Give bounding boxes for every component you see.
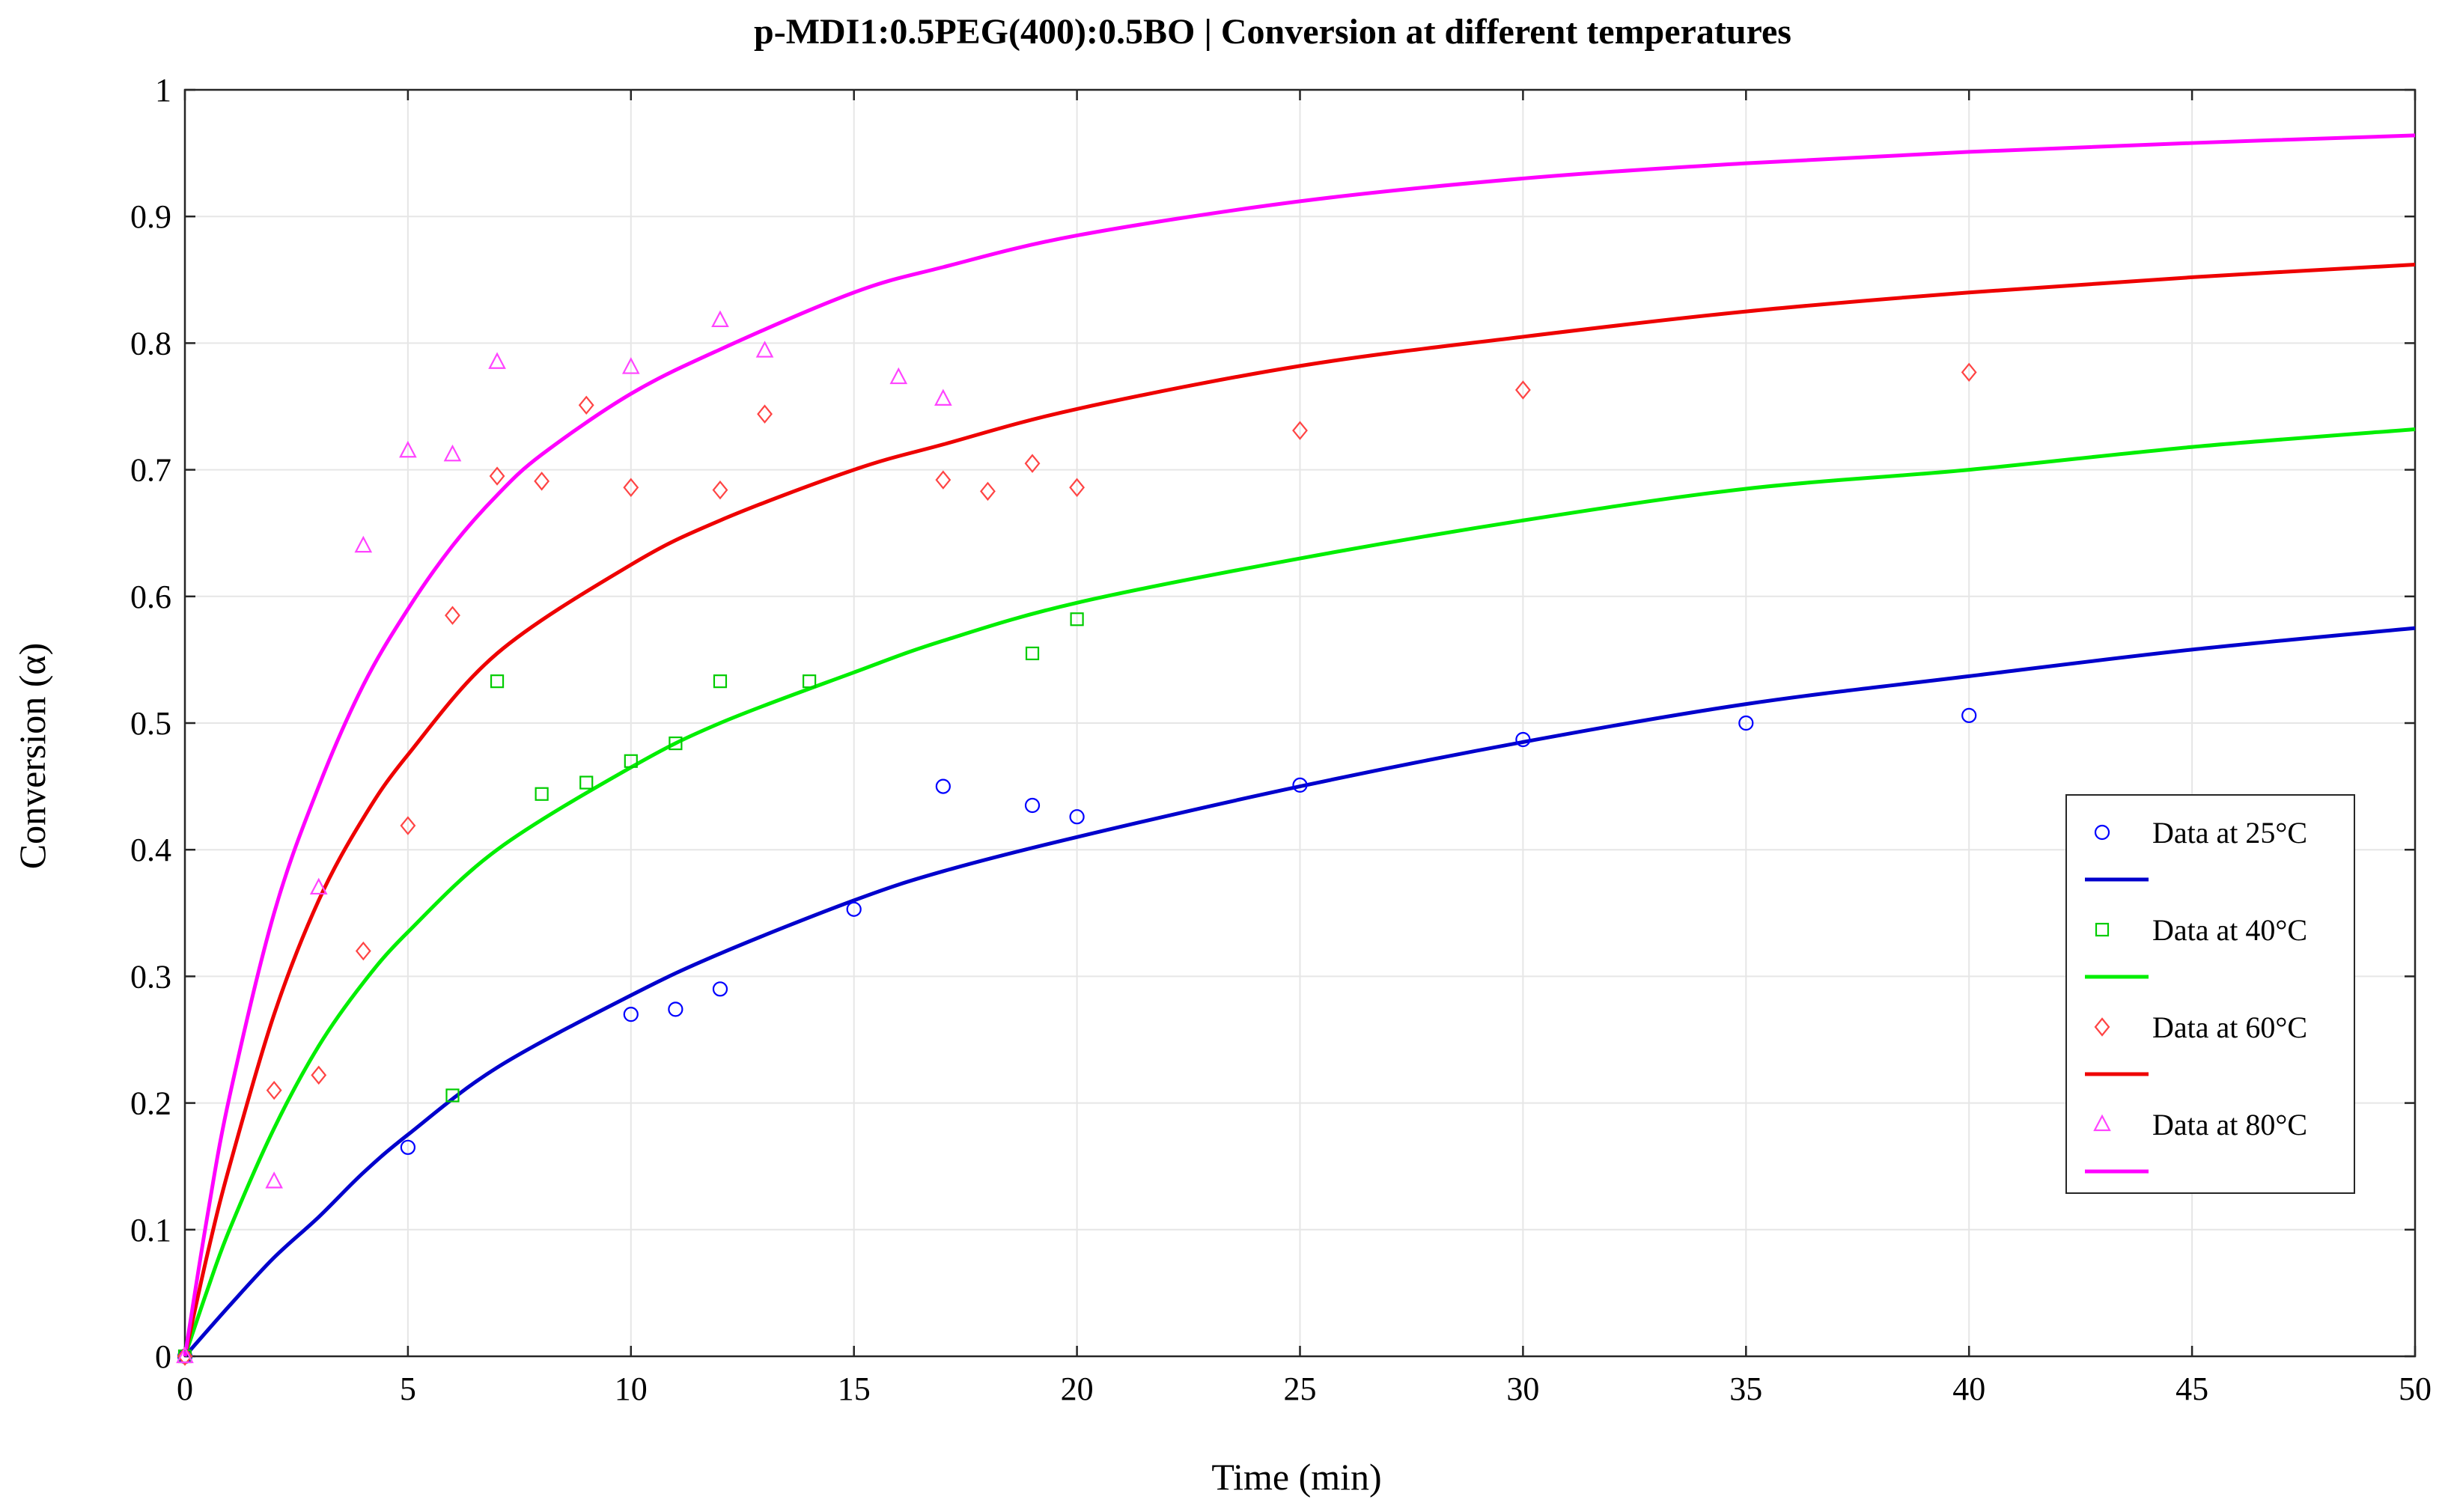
data-point [1514, 380, 1531, 400]
x-tick-label: 10 [615, 1371, 648, 1407]
data-point [669, 736, 683, 751]
legend: Data at 25°C Data at 40°C Data at 60°C Data… [2065, 794, 2355, 1194]
x-tick-label: 45 [2175, 1371, 2208, 1407]
data-point [1025, 646, 1040, 661]
data-point [755, 341, 774, 358]
data-point [355, 941, 371, 961]
data-point [711, 310, 729, 328]
grid-lines [185, 90, 2415, 1356]
y-axis-label: Conversion (α) [11, 643, 53, 870]
data-point [713, 674, 728, 689]
x-tick-label: 0 [177, 1371, 193, 1407]
fit-curve-1 [183, 427, 2416, 1357]
data-point [579, 775, 594, 790]
x-tick-label: 50 [2399, 1371, 2432, 1407]
y-tick-label: 1 [155, 72, 171, 109]
legend-marker [2094, 1017, 2110, 1037]
fit-curves [183, 133, 2416, 1358]
data-point [1070, 612, 1084, 627]
data-point [311, 1065, 327, 1085]
y-tick-label: 0.5 [130, 705, 171, 742]
x-tick-label: 5 [400, 1371, 416, 1407]
data-point [935, 778, 951, 794]
data-point [400, 1139, 416, 1155]
data-point [399, 440, 417, 458]
data-point [1515, 731, 1531, 748]
data-point [934, 388, 952, 406]
x-tick-label: 25 [1284, 1371, 1317, 1407]
y-tick-label: 0.3 [130, 958, 171, 995]
data-point [490, 674, 505, 689]
x-tick-label: 30 [1506, 1371, 1539, 1407]
data-point [176, 1346, 194, 1364]
x-tick-label: 20 [1061, 1371, 1094, 1407]
data-point [400, 816, 416, 835]
legend-label: Data at 60°C [2152, 1010, 2307, 1044]
legend-box [2065, 794, 2355, 1194]
fit-curve-4 [183, 133, 2416, 1357]
x-tick-label: 40 [1952, 1371, 1985, 1407]
data-point [1961, 362, 1977, 382]
data-point [1292, 777, 1308, 793]
data-point [712, 480, 728, 500]
data-point [846, 901, 862, 917]
data-point [1961, 707, 1977, 723]
data-point [534, 472, 550, 491]
x-tick-label: 35 [1729, 1371, 1762, 1407]
fit-curve-3 [183, 263, 2416, 1357]
y-tick-label: 0.7 [130, 452, 171, 489]
y-tick-label: 0.2 [130, 1085, 171, 1122]
legend-marker [2093, 1114, 2111, 1132]
data-point [443, 444, 462, 462]
data-point [1069, 478, 1086, 498]
data-point [803, 674, 817, 689]
y-tick-label: 0.9 [130, 198, 171, 235]
data-point [1024, 454, 1041, 473]
y-tick-label: 0.1 [130, 1212, 171, 1249]
data-point [712, 981, 728, 997]
data-point [265, 1171, 283, 1189]
data-point [621, 357, 640, 374]
y-tick-label: 0 [155, 1338, 171, 1375]
data-point [309, 877, 328, 895]
legend-label: Data at 80°C [2152, 1108, 2307, 1141]
y-tick-label: 0.4 [130, 832, 171, 868]
legend-label: Data at 40°C [2152, 913, 2307, 947]
data-point [489, 466, 505, 486]
legend-label: Data at 25°C [2152, 816, 2307, 850]
x-axis-label: Time (min) [1211, 1456, 1381, 1498]
data-point [757, 404, 773, 424]
y-tick-label: 0.6 [130, 579, 171, 615]
data-point [578, 395, 594, 415]
data-point [445, 1088, 460, 1103]
data-point [980, 481, 996, 502]
data-point [354, 535, 373, 553]
data-markers [176, 310, 1977, 1366]
data-point [935, 470, 951, 490]
chart-title: p-MDI1:0.5PEG(400):0.5BO | Conversion at… [754, 12, 1791, 52]
data-point [445, 606, 460, 625]
y-tick-label: 0.8 [130, 325, 171, 362]
data-point [535, 787, 549, 801]
data-point [1292, 421, 1308, 440]
legend-marker [2095, 922, 2110, 937]
data-point [623, 478, 639, 498]
legend-marker [2094, 824, 2110, 841]
data-point [177, 1347, 193, 1366]
data-point [623, 1007, 639, 1022]
data-point [488, 352, 506, 369]
x-tick-label: 15 [838, 1371, 871, 1407]
data-point [1024, 797, 1041, 814]
data-point [624, 754, 638, 768]
data-point [266, 1080, 282, 1100]
fit-curve-0 [183, 626, 2416, 1358]
data-point [1069, 809, 1085, 825]
data-point [889, 367, 908, 385]
tick-marks: 0 5 10 15 20 25 30 35 40 45 50 0 0.1 0.2 0.3 0.4 0.5 0.6 0… [130, 72, 2432, 1407]
data-point [668, 1002, 683, 1017]
data-point [1738, 715, 1754, 731]
